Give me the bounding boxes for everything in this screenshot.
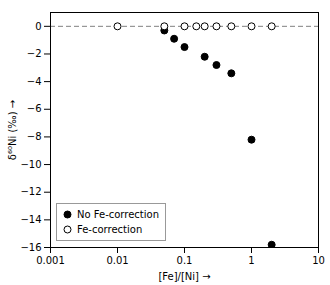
svg-text:0.1: 0.1 [177, 255, 193, 266]
svg-text:−8: −8 [27, 131, 42, 142]
svg-text:δ⁶⁰Ni (‰) →: δ⁶⁰Ni (‰) → [7, 100, 18, 160]
svg-text:−10: −10 [20, 159, 41, 170]
svg-text:−14: −14 [20, 214, 41, 225]
svg-text:[Fe]/[Ni] →: [Fe]/[Ni] → [158, 271, 210, 282]
svg-text:1: 1 [248, 255, 254, 266]
svg-text:−2: −2 [27, 48, 42, 59]
svg-text:0.001: 0.001 [36, 255, 65, 266]
svg-text:−6: −6 [27, 103, 42, 114]
html-text:No Fe-correction: No Fe-correction [77, 209, 159, 220]
svg-text:−16: −16 [20, 242, 41, 253]
html-text:Fe-correction: Fe-correction [77, 224, 143, 235]
svg-text:0.01: 0.01 [106, 255, 128, 266]
svg-text:−4: −4 [27, 76, 42, 87]
svg-text:0: 0 [35, 21, 41, 32]
svg-text:−12: −12 [20, 186, 41, 197]
svg-text:10: 10 [312, 255, 325, 266]
